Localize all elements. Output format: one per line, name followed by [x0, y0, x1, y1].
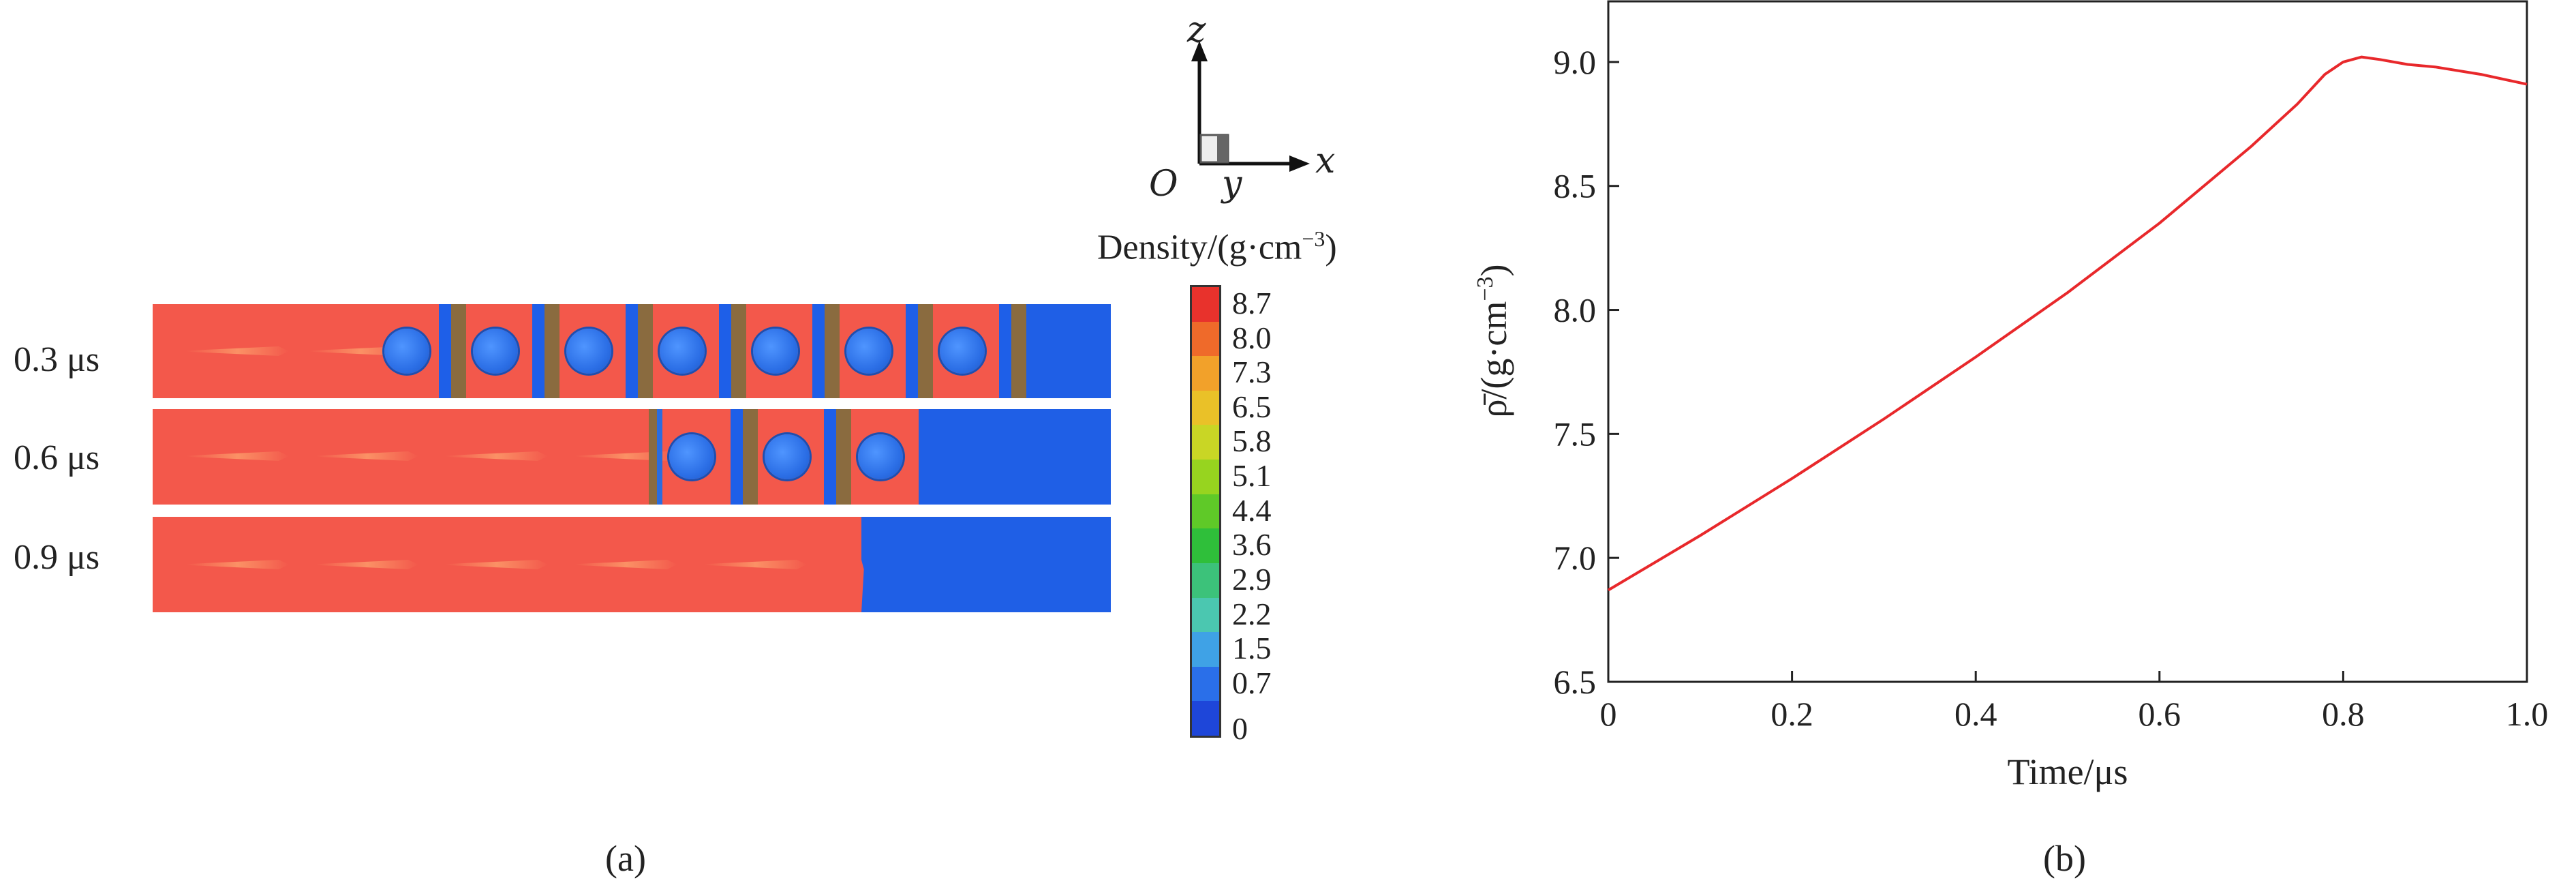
colorbar-segment [1192, 666, 1219, 702]
sphere [566, 329, 611, 374]
axis-origin-label: O [1149, 164, 1178, 205]
density-colorbar [1190, 285, 1221, 738]
colorbar-tick-label: 6.5 [1232, 389, 1272, 424]
colorbar-segment [1192, 701, 1219, 736]
sphere [940, 329, 985, 374]
x-tick-label: 0.2 [1770, 695, 1813, 733]
sphere [473, 329, 518, 374]
colorbar-tick-label: 3.6 [1232, 527, 1272, 562]
colorbar-tick-label: 4.4 [1232, 492, 1272, 528]
density-strip-0.9us [153, 517, 1111, 612]
sphere [858, 434, 903, 479]
colorbar-tick-label: 0.7 [1232, 665, 1272, 700]
colorbar-tick-label: 5.8 [1232, 423, 1272, 459]
void-region [919, 409, 1111, 505]
y-tick-label: 8.5 [1554, 167, 1597, 205]
colorbar-tick-label: 8.0 [1232, 320, 1272, 355]
colorbar-segment [1192, 632, 1219, 668]
time-label-0.3: 0.3 μs [14, 340, 100, 379]
colorbar-segment [1192, 390, 1219, 425]
colorbar-segment [1192, 562, 1219, 599]
colorbar-title-exponent: −3 [1302, 226, 1325, 251]
density-strip-0.3us [153, 304, 1111, 398]
colorbar-segment [1192, 494, 1219, 529]
y-axis-label-close: ) [1473, 264, 1514, 276]
sphere [384, 329, 429, 374]
colorbar-segment [1192, 597, 1219, 633]
colorbar-segment [1192, 460, 1219, 495]
y-tick-label: 9.0 [1554, 43, 1597, 81]
colorbar-tick-label: 1.5 [1232, 631, 1272, 666]
colorbar-title: Density/(g·cm−3) [1097, 226, 1337, 267]
colorbar-tick-label: 2.9 [1232, 561, 1272, 597]
sphere [765, 434, 810, 479]
sphere [669, 434, 714, 479]
colorbar-tick-labels: 8.7 8.0 7.3 6.5 5.8 5.1 4.4 3.6 2.9 2.2 1.5 0.7 0 [1232, 285, 1314, 745]
axis-x-label: x [1315, 140, 1336, 181]
y-axis-label-text: ρ̄/(g·cm [1473, 301, 1514, 418]
y-tick-label: 6.5 [1554, 663, 1597, 701]
colorbar-tick-label: 5.1 [1232, 458, 1272, 494]
y-tick-label: 8.0 [1554, 291, 1597, 329]
sphere [846, 329, 891, 374]
density-series-line [1607, 55, 2528, 592]
colorbar-segment [1192, 356, 1219, 391]
y-tick-label: 7.5 [1554, 415, 1597, 453]
panel-b-tag: (b) [2043, 838, 2086, 879]
x-tick-label: 0.8 [2322, 695, 2365, 733]
x-axis-label: Time/μs [2007, 751, 2128, 792]
colorbar-tick-label: 8.7 [1232, 286, 1272, 320]
axis-y-label: y [1222, 164, 1242, 205]
plot-frame [1607, 0, 2528, 683]
colorbar-title-close: ) [1325, 228, 1337, 267]
panel-a-tag: (a) [605, 838, 646, 879]
colorbar-segment [1192, 287, 1219, 322]
colorbar-title-text: Density/(g·cm [1097, 228, 1302, 267]
sphere [660, 329, 705, 374]
colorbar-segment [1192, 425, 1219, 460]
x-tick-label: 0.6 [2138, 695, 2181, 733]
x-tick-label: 0 [1600, 695, 1617, 733]
y-axis-label: ρ̄/(g·cm−3) [1473, 264, 1514, 417]
axis-triad [1191, 41, 1310, 172]
density-strip-0.6us [153, 409, 1111, 505]
y-axis-label-exponent: −3 [1473, 276, 1498, 301]
colorbar-tick-label: 0 [1232, 711, 1248, 746]
density-time-chart: 0 0.2 0.4 0.6 0.8 1.0 6.5 7.0 7.5 8.0 8.5 9.0 Time/μ… [1473, 0, 2549, 792]
colorbar-segment [1192, 321, 1219, 357]
time-label-0.6: 0.6 μs [14, 438, 100, 477]
colorbar-segment [1192, 528, 1219, 564]
y-tick-label: 7.0 [1554, 539, 1597, 577]
axis-z-label: z [1187, 10, 1206, 50]
x-tick-label: 1.0 [2506, 695, 2549, 733]
sphere [753, 329, 798, 374]
colorbar-tick-label: 2.2 [1232, 596, 1272, 631]
colorbar-tick-label: 7.3 [1232, 355, 1272, 390]
time-label-0.9: 0.9 μs [14, 538, 100, 577]
x-tick-label: 0.4 [1954, 695, 1997, 733]
void-region [861, 517, 1111, 612]
